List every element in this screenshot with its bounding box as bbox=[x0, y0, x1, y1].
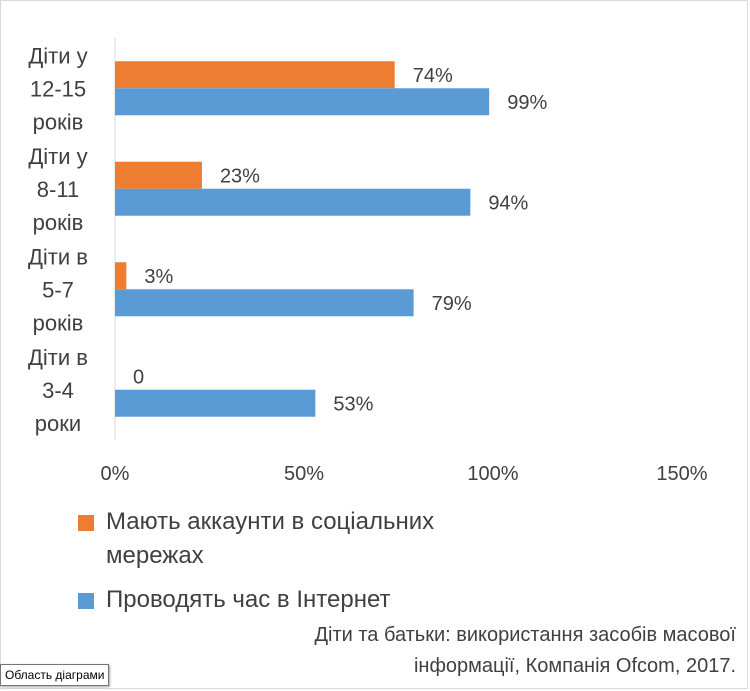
data-label-s0-c1: 23% bbox=[220, 165, 260, 187]
category-label-2-line-2: років bbox=[33, 310, 84, 335]
data-label-s1-c3: 53% bbox=[333, 393, 373, 415]
source-note-line-2: інформації, Компанія Ofcom, 2017. bbox=[413, 655, 736, 677]
data-label-s0-c0: 74% bbox=[413, 65, 453, 87]
category-label-3-line-2: роки bbox=[35, 411, 81, 436]
category-label-0-line-0: Діти у bbox=[28, 43, 87, 68]
x-tick-label-2: 100% bbox=[467, 463, 518, 485]
data-label-s0-c3: 0 bbox=[133, 366, 144, 388]
chart-area-tooltip: Область діаграми bbox=[0, 664, 110, 686]
category-label-1-line-2: років bbox=[33, 210, 84, 235]
data-label-s1-c2: 79% bbox=[432, 293, 472, 315]
category-label-2-line-0: Діти в bbox=[28, 244, 88, 269]
bars bbox=[115, 61, 490, 417]
data-label-s1-c1: 94% bbox=[488, 192, 528, 214]
category-label-0-line-1: 12-15 bbox=[30, 76, 86, 101]
data-label-s1-c0: 99% bbox=[507, 92, 547, 114]
category-label-3-line-1: 3-4 bbox=[42, 378, 74, 403]
legend-item-social[interactable]: Мають аккаунти в соціальних мережах bbox=[78, 505, 538, 573]
x-tick-label-1: 50% bbox=[284, 463, 324, 485]
legend-label-social: Мають аккаунти в соціальних мережах bbox=[106, 508, 435, 569]
source-note-line-1: Діти та батьки: використання засобів мас… bbox=[314, 624, 736, 646]
data-label-s0-c2: 3% bbox=[144, 266, 173, 288]
legend[interactable]: Мають аккаунти в соціальних мережах Пров… bbox=[78, 505, 538, 627]
bar-s1-c3[interactable] bbox=[115, 389, 316, 417]
category-label-0-line-2: років bbox=[33, 109, 84, 134]
bar-s0-c1[interactable] bbox=[115, 161, 202, 189]
bar-chart: Діти у 12-15 років Діти у 8-11 років Діти в 5-7… bbox=[28, 38, 708, 485]
category-labels: Діти у 12-15 років Діти у 8-11 років Діти в 5-7… bbox=[28, 43, 88, 436]
x-axis-tick-labels: 0% 50% 100% 150% bbox=[101, 463, 708, 485]
bar-s1-c2[interactable] bbox=[115, 289, 414, 317]
legend-label-internet: Проводять час в Інтернет bbox=[106, 586, 391, 613]
bar-s1-c0[interactable] bbox=[115, 88, 490, 116]
category-label-1-line-0: Діти у bbox=[28, 144, 87, 169]
legend-swatch-internet bbox=[78, 593, 94, 609]
source-note: Діти та батьки: використання засобів мас… bbox=[216, 620, 736, 682]
legend-item-internet[interactable]: Проводять час в Інтернет bbox=[78, 583, 538, 617]
category-label-3-line-0: Діти в bbox=[28, 345, 88, 370]
legend-swatch-social bbox=[78, 515, 94, 531]
category-label-2-line-1: 5-7 bbox=[42, 277, 74, 302]
x-tick-label-3: 150% bbox=[656, 463, 707, 485]
data-labels: 74% 99% 23% 94% 3% 79% 0 53% bbox=[133, 65, 547, 416]
bar-s0-c0[interactable] bbox=[115, 61, 395, 89]
bar-s1-c1[interactable] bbox=[115, 188, 471, 216]
x-tick-label-0: 0% bbox=[101, 463, 130, 485]
category-label-1-line-1: 8-11 bbox=[37, 177, 79, 202]
bar-s0-c2[interactable] bbox=[115, 262, 127, 290]
